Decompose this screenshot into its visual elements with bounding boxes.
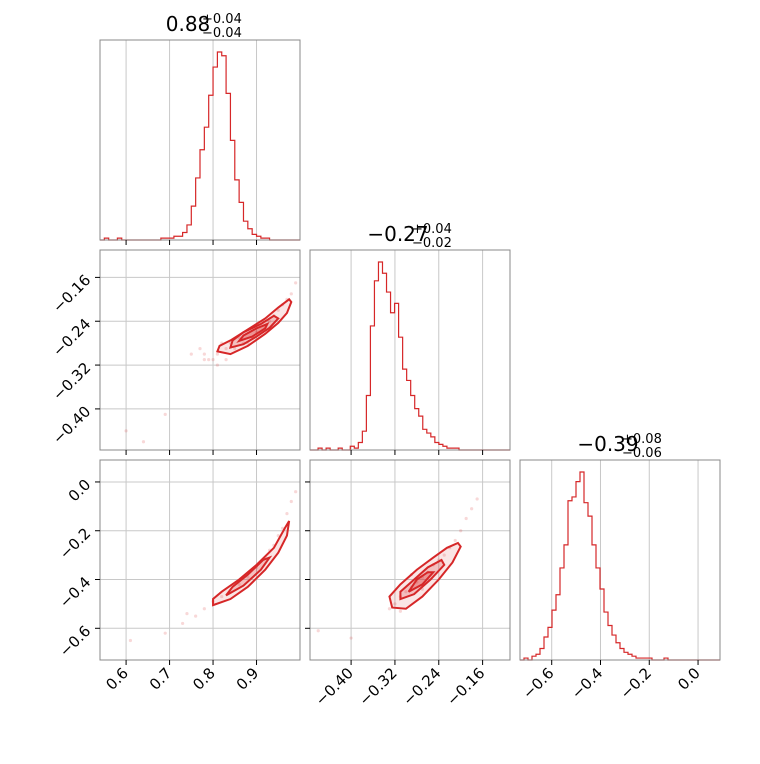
sample-point (215, 363, 219, 367)
sample-point (202, 357, 206, 362)
sample-point (220, 594, 224, 599)
sample-point (453, 538, 457, 543)
histogram-panel (309, 249, 511, 451)
sample-point (393, 602, 397, 606)
panel-title: 0.88 (166, 12, 211, 36)
sample-point (207, 357, 211, 362)
error-minus: −0.02 (412, 236, 452, 251)
sample-point (202, 607, 206, 611)
histogram-line (100, 51, 300, 241)
x-tick-label: −0.6 (519, 664, 557, 702)
sample-point (128, 638, 133, 643)
sample-point (124, 429, 128, 433)
x-tick-label: 0.0 (674, 664, 704, 694)
histogram-line (520, 471, 720, 661)
x-tick-label: 0.8 (189, 664, 219, 694)
error-plus: +0.04 (202, 12, 242, 27)
error-plus: +0.04 (412, 222, 452, 237)
sample-point (464, 516, 468, 521)
x-tick-label: 0.6 (102, 664, 132, 694)
y-tick-label: −0.32 (49, 359, 94, 404)
sample-point (163, 412, 167, 416)
density-contour (407, 571, 436, 593)
density-contour (225, 555, 273, 597)
sample-point (459, 529, 463, 533)
sample-point (202, 352, 206, 356)
sample-point (194, 614, 198, 618)
x-tick-label: −0.40 (312, 664, 357, 709)
sample-point (276, 534, 280, 538)
histogram-panel (519, 459, 721, 661)
sample-point (141, 440, 146, 444)
panel-title: −0.27 (367, 222, 428, 246)
error-minus: −0.06 (622, 446, 662, 461)
y-tick-label: −0.6 (56, 622, 94, 660)
y-tick-label: −0.16 (49, 271, 94, 316)
sample-point (475, 497, 479, 501)
y-tick-label: 0.0 (65, 476, 95, 506)
x-tick-label: −0.24 (399, 664, 444, 709)
sample-point (237, 582, 241, 586)
sample-point (215, 352, 219, 356)
sample-point (185, 612, 189, 616)
histogram-panel (99, 39, 301, 241)
sample-point (181, 621, 185, 626)
sample-point (398, 609, 403, 613)
panel-title: −0.39 (577, 432, 638, 456)
y-tick-label: −0.24 (49, 315, 94, 360)
sample-point (289, 292, 293, 296)
y-tick-label: −0.2 (56, 524, 94, 562)
scatter-panel (99, 249, 301, 451)
sample-point (404, 590, 408, 594)
density-contour (236, 322, 270, 343)
sample-point (267, 319, 272, 323)
sample-point (189, 352, 193, 356)
sample-point (442, 553, 446, 557)
y-tick-label: −0.4 (56, 573, 94, 611)
error-minus: −0.04 (202, 26, 242, 41)
scatter-panel (99, 459, 301, 661)
sample-point (349, 636, 353, 640)
x-tick-label: −0.16 (443, 664, 488, 709)
sample-point (198, 347, 202, 351)
sample-point (285, 512, 289, 516)
density-contour (388, 541, 462, 610)
x-tick-label: −0.2 (617, 664, 655, 702)
error-plus: +0.08 (622, 432, 662, 447)
x-tick-label: −0.32 (356, 664, 401, 709)
sample-point (224, 357, 228, 362)
scatter-panel (309, 459, 511, 661)
sample-point (211, 357, 215, 362)
sample-point (387, 607, 392, 611)
x-tick-label: −0.4 (568, 664, 606, 702)
sample-point (163, 631, 167, 635)
sample-point (224, 347, 228, 351)
x-tick-label: 0.7 (146, 664, 176, 694)
sample-point (233, 347, 237, 351)
sample-point (470, 507, 474, 511)
density-contour (212, 520, 291, 607)
sample-point (294, 281, 298, 285)
y-tick-label: −0.40 (49, 403, 94, 448)
x-tick-label: 0.9 (233, 664, 263, 694)
sample-point (289, 499, 293, 504)
sample-point (316, 629, 320, 633)
sample-point (294, 490, 298, 494)
histogram-line (310, 261, 510, 451)
